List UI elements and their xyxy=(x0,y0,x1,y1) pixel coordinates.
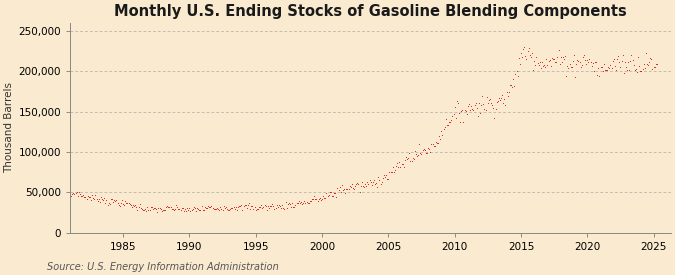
Y-axis label: Thousand Barrels: Thousand Barrels xyxy=(4,82,14,173)
Title: Monthly U.S. Ending Stocks of Gasoline Blending Components: Monthly U.S. Ending Stocks of Gasoline B… xyxy=(114,4,627,19)
Text: Source: U.S. Energy Information Administration: Source: U.S. Energy Information Administ… xyxy=(47,262,279,272)
